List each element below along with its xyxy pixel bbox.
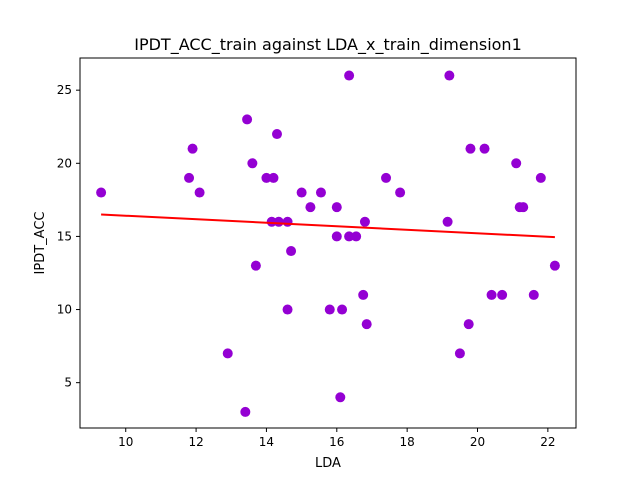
data-point [444, 70, 455, 81]
data-point [184, 172, 195, 183]
chart-title: IPDT_ACC_train against LDA_x_train_dimen… [134, 35, 522, 55]
data-point [511, 158, 522, 169]
data-point [486, 289, 497, 300]
y-tick-label: 15 [57, 229, 72, 243]
data-point [331, 231, 342, 242]
data-point [331, 202, 342, 213]
data-point [479, 143, 490, 154]
data-point [351, 231, 362, 242]
y-tick-label: 20 [57, 156, 72, 170]
data-point [247, 158, 258, 169]
data-point [395, 187, 406, 198]
data-point [518, 202, 529, 213]
data-point [315, 187, 326, 198]
y-tick-label: 10 [57, 303, 72, 317]
x-tick-label: 14 [259, 435, 274, 449]
y-tick-label: 5 [64, 376, 72, 390]
y-axis-ticks: 5 10 15 20 25 [57, 83, 80, 390]
data-point [271, 129, 282, 140]
data-point [96, 187, 107, 198]
x-tick-label: 16 [329, 435, 344, 449]
data-point [240, 406, 251, 417]
x-axis-label: LDA [315, 456, 341, 471]
x-tick-label: 20 [470, 435, 485, 449]
data-point [273, 216, 284, 227]
data-point [296, 187, 307, 198]
data-point [242, 114, 253, 125]
data-point [187, 143, 198, 154]
data-point [268, 172, 279, 183]
x-axis-ticks: 10 12 14 16 18 20 22 [118, 428, 555, 449]
data-point [266, 216, 277, 227]
data-point [497, 289, 508, 300]
data-point [361, 319, 372, 330]
data-point [250, 260, 261, 271]
data-point [282, 304, 293, 315]
y-tick-label: 25 [57, 83, 72, 97]
data-point [454, 348, 465, 359]
data-point [335, 392, 346, 403]
x-tick-label: 12 [188, 435, 203, 449]
data-point [381, 172, 392, 183]
data-point [535, 172, 546, 183]
data-point [528, 289, 539, 300]
data-point [442, 216, 453, 227]
data-point [194, 187, 205, 198]
data-point [549, 260, 560, 271]
data-point [463, 319, 474, 330]
plot-frame [79, 57, 577, 429]
data-point [344, 70, 355, 81]
plot-area [96, 70, 560, 417]
x-tick-label: 10 [118, 435, 133, 449]
data-point [305, 202, 316, 213]
data-point [261, 172, 272, 183]
data-point [359, 216, 370, 227]
regression-line [101, 213, 555, 239]
data-point [465, 143, 476, 154]
x-tick-label: 22 [540, 435, 555, 449]
data-point [324, 304, 335, 315]
data-point [222, 348, 233, 359]
data-point [282, 216, 293, 227]
y-axis-label: IPDT_ACC [33, 212, 48, 275]
data-point [337, 304, 348, 315]
data-point [358, 289, 369, 300]
data-point [344, 231, 355, 242]
x-tick-label: 18 [400, 435, 415, 449]
data-point [286, 246, 297, 257]
